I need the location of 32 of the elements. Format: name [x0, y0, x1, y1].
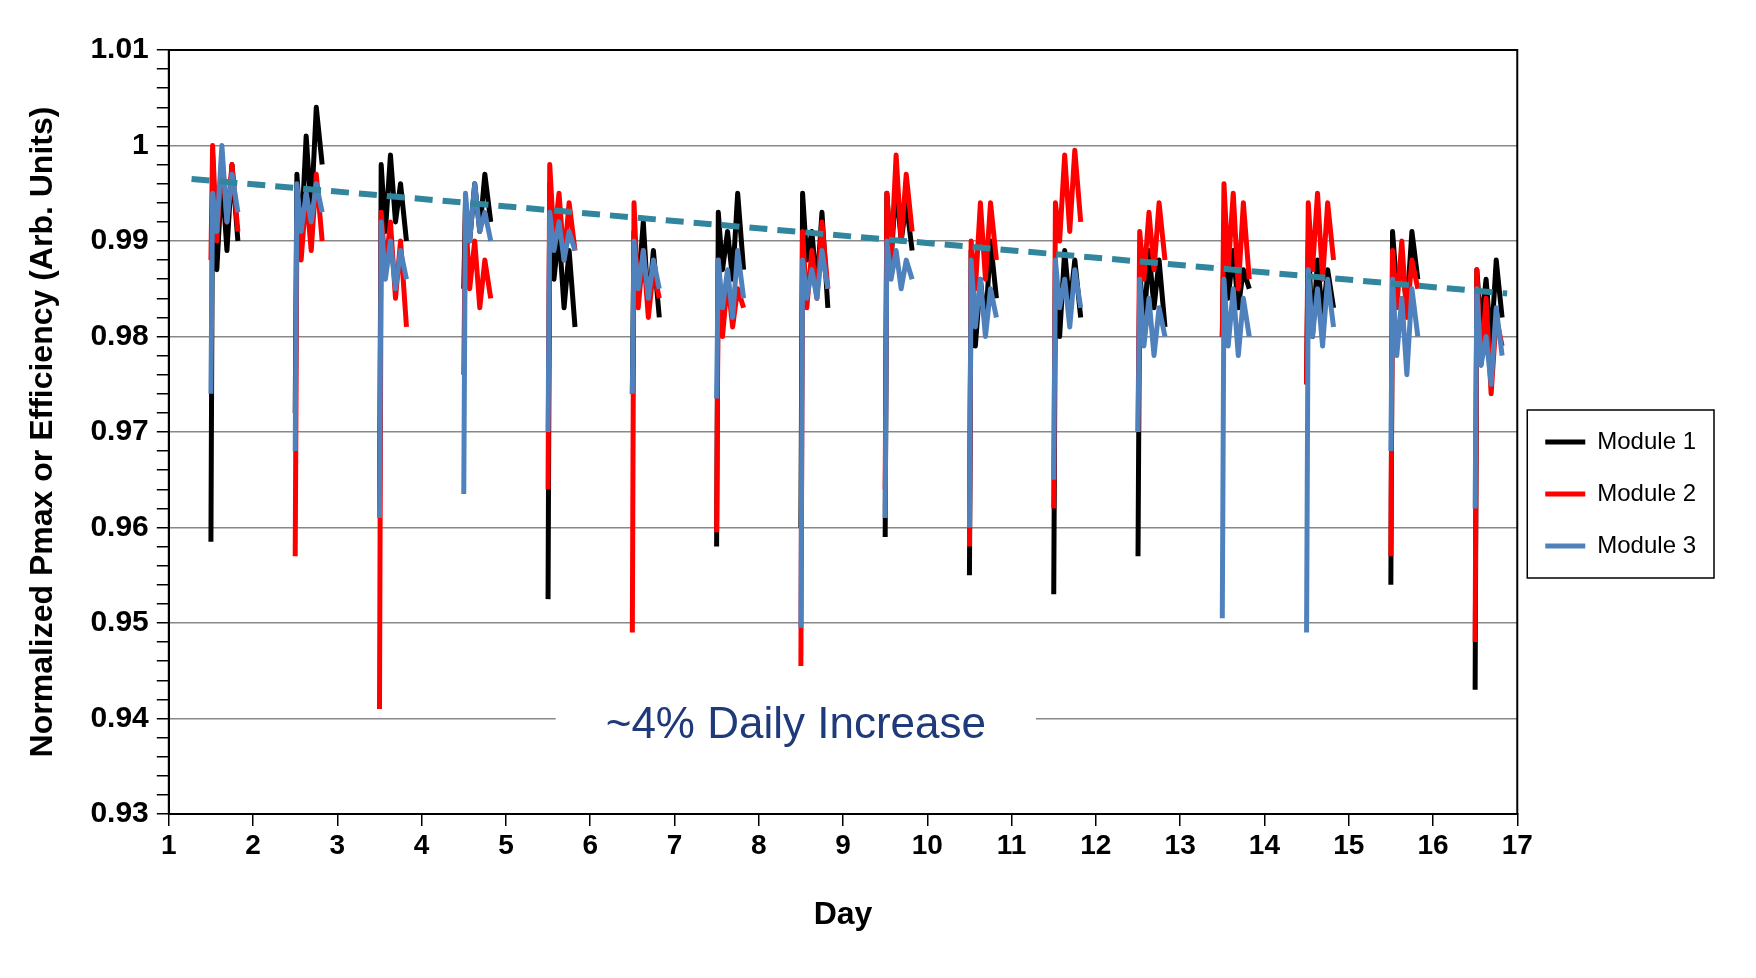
y-tick-label: 0.98	[90, 317, 149, 351]
x-tick-label: 3	[329, 828, 346, 860]
x-tick-label: 17	[1501, 828, 1533, 860]
x-tick-label: 10	[911, 828, 943, 860]
legend-label: Module 3	[1597, 530, 1696, 558]
legend-label: Module 2	[1597, 478, 1696, 506]
x-tick-label: 4	[413, 828, 430, 860]
y-tick-label: 0.93	[90, 795, 149, 829]
x-tick-label: 5	[498, 828, 514, 860]
x-tick-label: 9	[835, 828, 851, 860]
x-tick-label: 12	[1080, 828, 1112, 860]
annotation: ~4% Daily Increase	[605, 698, 986, 748]
y-tick-label: 1.01	[90, 31, 149, 65]
y-tick-label: 0.94	[90, 699, 150, 733]
x-tick-label: 15	[1333, 828, 1365, 860]
y-tick-label: 0.99	[90, 222, 149, 256]
x-tick-label: 7	[666, 828, 683, 860]
x-tick-label: 13	[1164, 828, 1196, 860]
legend-label: Module 1	[1597, 426, 1696, 454]
x-axis-title: Day	[813, 894, 873, 931]
x-tick-label: 14	[1248, 828, 1281, 860]
x-tick-label: 1	[161, 828, 177, 860]
y-tick-label: 0.97	[90, 413, 149, 447]
y-axis-title: Normalized Pmax or Efficiency (Arb. Units)	[23, 106, 60, 758]
x-tick-label: 11	[996, 828, 1027, 860]
x-tick-label: 16	[1417, 828, 1449, 860]
y-tick-label: 1	[132, 126, 149, 160]
y-tick-label: 0.95	[90, 604, 149, 638]
y-tick-label: 0.96	[90, 508, 149, 542]
x-tick-label: 6	[582, 828, 598, 860]
x-tick-label: 8	[750, 828, 767, 860]
x-tick-label: 2	[245, 828, 261, 860]
